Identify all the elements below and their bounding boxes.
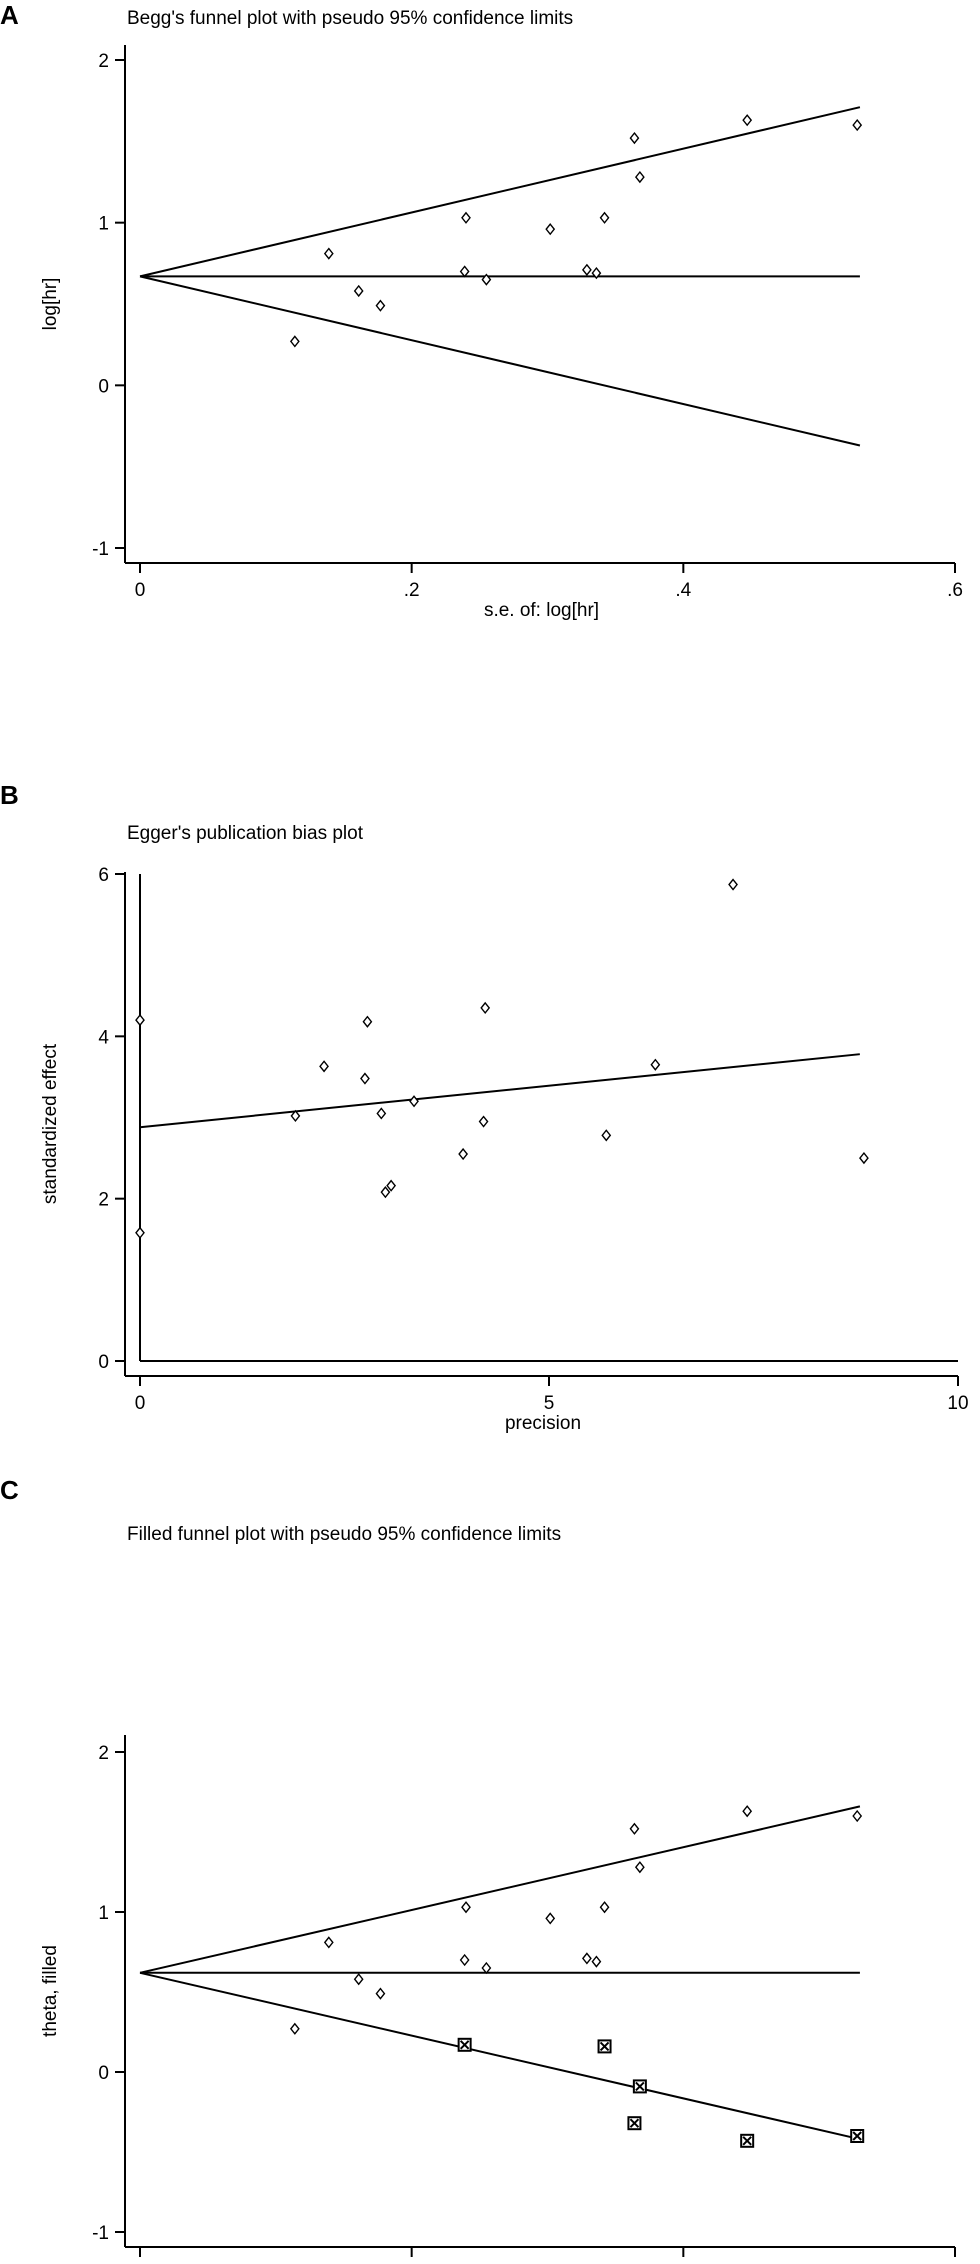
study-point: [135, 1013, 145, 1027]
study-point: [360, 1072, 370, 1085]
study-point: [289, 335, 300, 348]
study-point: [859, 1151, 869, 1165]
study-point: [480, 1001, 491, 1015]
study-point: [409, 1095, 419, 1108]
study-point: [459, 265, 470, 278]
study-point: [728, 878, 738, 891]
study-point: [289, 2022, 300, 2035]
panel-letter: A: [0, 0, 19, 30]
study-point: [319, 1060, 329, 1073]
study-point: [481, 273, 492, 286]
panel-a: A Begg's funnel plot with pseudo 95% conf…: [0, 0, 963, 621]
x-tick-label: 10: [947, 1393, 968, 1414]
y-axis-label: log[hr]: [40, 278, 61, 331]
study-point: [353, 1973, 364, 1986]
study-point: [376, 1107, 387, 1120]
filled-study-point-cross: [459, 2040, 470, 2050]
panel-b: B Egger's publication bias plot 0 2 4 6 0 5 10 pr…: [0, 780, 969, 1434]
study-point: [581, 263, 592, 276]
study-point: [599, 1901, 610, 1914]
y-tick-label: 0: [98, 376, 109, 397]
y-tick-label: 4: [98, 1027, 109, 1048]
y-tick-label: 2: [98, 1743, 109, 1764]
y-tick-label: 0: [98, 2063, 109, 2084]
study-point: [135, 1226, 145, 1239]
x-tick-label: .6: [947, 580, 963, 601]
study-point: [650, 1058, 661, 1071]
study-point: [353, 284, 364, 298]
study-point: [629, 1822, 640, 1835]
study-point: [323, 1936, 334, 1949]
panel-letter: C: [0, 1475, 19, 1505]
y-tick-label: -1: [92, 2223, 109, 2244]
y-axis-label: standardized effect: [40, 1043, 61, 1204]
study-point: [459, 1953, 470, 1967]
x-tick-label: 5: [544, 1393, 555, 1414]
filled-study-point-cross: [742, 2136, 752, 2146]
y-tick-label: 0: [98, 1352, 109, 1373]
study-point: [852, 1809, 863, 1823]
study-point: [634, 170, 645, 184]
study-point: [852, 118, 863, 132]
study-point: [380, 1186, 391, 1199]
study-point: [362, 1015, 373, 1028]
study-point: [375, 1987, 386, 2000]
chart-title: Begg's funnel plot with pseudo 95% confi…: [127, 8, 573, 29]
study-point: [458, 1147, 469, 1161]
filled-study-point-cross: [629, 2118, 640, 2128]
study-point: [742, 114, 753, 127]
fit-line: [139, 1053, 860, 1129]
study-point: [591, 1955, 602, 1968]
study-point: [461, 211, 471, 224]
y-tick-label: 2: [98, 51, 109, 72]
y-tick-label: 2: [98, 1190, 109, 1211]
y-axis-label: theta, filled: [40, 1945, 61, 2037]
filled-study-point-cross: [599, 2041, 610, 2052]
x-tick-label: 0: [135, 1393, 146, 1414]
fit-line: [139, 1805, 861, 1974]
study-point: [634, 1861, 645, 1874]
study-point: [461, 1901, 471, 1914]
fit-line: [139, 106, 861, 278]
study-point: [591, 266, 602, 280]
study-point: [601, 1129, 612, 1142]
study-point: [386, 1179, 397, 1192]
filled-study-point-cross: [635, 2081, 645, 2092]
study-point: [478, 1115, 489, 1128]
x-tick-label: 0: [135, 580, 146, 601]
x-axis-label: precision: [505, 1413, 581, 1434]
study-point: [599, 211, 610, 224]
chart-title: Egger's publication bias plot: [127, 823, 364, 844]
x-tick-label: .2: [404, 580, 420, 601]
chart-title: Filled funnel plot with pseudo 95% confi…: [127, 1524, 561, 1545]
y-tick-label: 1: [98, 1903, 109, 1924]
fit-line: [139, 275, 861, 447]
y-tick-label: -1: [92, 539, 109, 560]
panel-letter: B: [0, 780, 19, 810]
x-tick-label: .4: [675, 580, 691, 601]
y-tick-label: 1: [98, 214, 109, 235]
study-point: [629, 131, 640, 145]
panel-c: C Filled funnel plot with pseudo 95% conf…: [0, 1475, 956, 2257]
study-point: [375, 299, 386, 312]
filled-study-point-cross: [852, 2131, 862, 2141]
study-point: [742, 1805, 753, 1818]
study-point: [290, 1109, 301, 1123]
x-axis-label: s.e. of: log[hr]: [484, 600, 599, 621]
fit-line: [139, 1971, 861, 2141]
study-point: [545, 1912, 556, 1925]
y-tick-label: 6: [98, 865, 109, 886]
study-point: [545, 223, 556, 236]
study-point: [323, 247, 334, 260]
study-point: [581, 1952, 592, 1965]
study-point: [481, 1961, 492, 1975]
